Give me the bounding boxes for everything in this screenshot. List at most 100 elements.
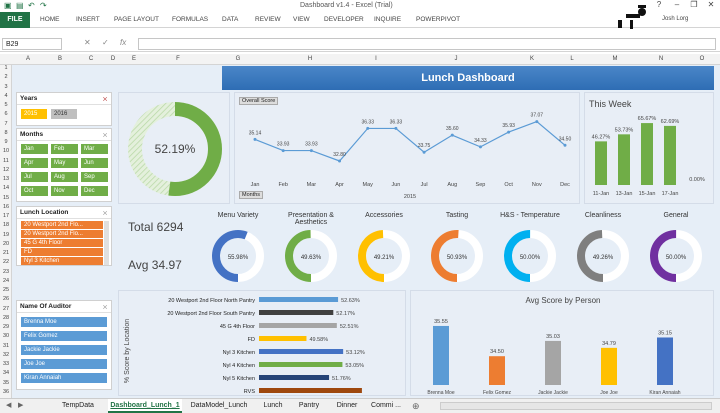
name-box[interactable]: B29 — [2, 38, 62, 50]
sheet-tab[interactable]: TempData — [62, 402, 94, 409]
row-header[interactable]: 7 — [4, 120, 8, 127]
slicer-item[interactable]: Oct — [21, 186, 48, 196]
column-header[interactable]: M — [612, 56, 618, 62]
redo-icon[interactable]: ↷ — [40, 1, 47, 10]
row-header[interactable]: 10 — [2, 148, 10, 155]
slicer-item[interactable]: Aug — [51, 172, 78, 182]
save-icon[interactable]: ▤ — [16, 1, 24, 10]
tab-home[interactable]: HOME — [40, 16, 60, 23]
row-header[interactable]: 17 — [2, 213, 10, 219]
add-sheet-icon[interactable]: ⊕ — [412, 401, 420, 411]
column-header[interactable]: G — [235, 56, 241, 62]
row-header[interactable]: 32 — [2, 351, 10, 358]
clear-filter-icon[interactable]: ⨯ — [102, 210, 108, 217]
column-header[interactable]: B — [57, 56, 62, 62]
clear-filter-icon[interactable]: ⨯ — [102, 304, 108, 311]
row-header[interactable]: 36 — [2, 388, 10, 395]
formula-input[interactable] — [138, 38, 716, 50]
column-header[interactable]: D — [110, 56, 116, 62]
row-header[interactable]: 23 — [2, 268, 10, 275]
row-header[interactable]: 27 — [2, 305, 10, 312]
horizontal-scrollbar[interactable] — [440, 402, 712, 410]
slicer-item[interactable]: Apr — [21, 158, 48, 168]
tab-developer[interactable]: DEVELOPER — [324, 16, 364, 23]
column-header[interactable]: F — [176, 56, 180, 62]
slicer-item[interactable]: 20 Westport 2nd Flo... — [21, 230, 103, 238]
minimize-button[interactable]: – — [674, 0, 680, 9]
row-header[interactable]: 14 — [2, 185, 10, 192]
slicer-item[interactable]: Nyl 3 Kitchen — [21, 257, 103, 265]
row-header[interactable]: 31 — [2, 342, 10, 349]
row-header[interactable]: 1 — [4, 65, 8, 71]
clear-filter-icon[interactable]: ⨯ — [102, 96, 108, 103]
tab-inquire[interactable]: INQUIRE — [374, 16, 402, 23]
row-header[interactable]: 28 — [2, 314, 10, 321]
sheet-tab[interactable]: DataModel_Lunch — [190, 402, 248, 409]
slicer-item[interactable]: Dec — [81, 186, 108, 196]
slicer-item[interactable]: 2016 — [51, 109, 77, 119]
column-header[interactable]: O — [699, 56, 705, 62]
row-header[interactable]: 25 — [2, 287, 10, 293]
tab-data[interactable]: DATA — [222, 16, 239, 23]
row-header[interactable]: 9 — [4, 139, 8, 145]
next-sheet-icon[interactable]: ▶ — [18, 402, 24, 409]
slicer-item[interactable]: Jan — [21, 144, 48, 154]
function-icon[interactable]: fx — [120, 38, 127, 47]
row-header[interactable]: 30 — [2, 333, 10, 340]
slicer-item[interactable]: Kiran Annaiah — [21, 373, 107, 383]
row-header[interactable]: 21 — [2, 250, 10, 256]
slicer-item[interactable]: Nov — [51, 186, 78, 196]
slicer-item[interactable]: Joe Joe — [21, 359, 107, 369]
slicer-item[interactable]: 20 Westport 2nd Flo... — [21, 221, 103, 229]
row-header[interactable]: 22 — [2, 259, 10, 266]
sheet-tab[interactable]: Dinner — [336, 402, 358, 409]
file-tab[interactable]: FILE — [0, 12, 30, 28]
row-header[interactable]: 34 — [2, 370, 10, 377]
scrollbar[interactable] — [104, 221, 109, 265]
overall-score-button[interactable]: Overall Score — [239, 97, 279, 105]
restore-button[interactable]: ❐ — [690, 0, 698, 9]
slicer-item[interactable]: May — [51, 158, 78, 168]
row-header[interactable]: 16 — [2, 203, 10, 210]
row-header[interactable]: 5 — [4, 102, 8, 108]
help-button[interactable]: ? — [656, 0, 662, 9]
row-header[interactable]: 8 — [4, 129, 8, 136]
user-name[interactable]: Josh Lorg — [662, 16, 689, 22]
prev-sheet-icon[interactable]: ◀ — [6, 402, 12, 409]
enter-icon[interactable]: ✓ — [102, 38, 109, 47]
tab-powerpivot[interactable]: POWERPIVOT — [416, 16, 461, 23]
row-header[interactable]: 2 — [4, 74, 8, 81]
tab-view[interactable]: VIEW — [293, 16, 310, 23]
clear-filter-icon[interactable]: ⨯ — [102, 132, 108, 139]
row-header[interactable]: 18 — [2, 222, 10, 229]
column-header[interactable]: H — [307, 56, 313, 62]
row-header[interactable]: 11 — [3, 157, 9, 164]
tab-page-layout[interactable]: PAGE LAYOUT — [114, 16, 159, 23]
row-header[interactable]: 35 — [2, 379, 10, 386]
column-header[interactable]: I — [375, 56, 377, 62]
row-header[interactable]: 15 — [2, 194, 10, 201]
row-header[interactable]: 26 — [2, 296, 10, 303]
tab-insert[interactable]: INSERT — [76, 16, 100, 23]
slicer-item[interactable]: Jun — [81, 158, 108, 168]
slicer-item[interactable]: 2015 — [21, 109, 47, 119]
row-header[interactable]: 20 — [2, 240, 10, 247]
row-header[interactable]: 3 — [4, 83, 8, 90]
sheet-tab[interactable]: Commi ... — [371, 402, 401, 409]
slicer-item[interactable]: Brenna Moe — [21, 317, 107, 327]
slicer-item[interactable]: 45 G 4th Floor — [21, 239, 103, 247]
tab-formulas[interactable]: FORMULAS — [172, 16, 209, 23]
row-header[interactable]: 4 — [4, 92, 8, 99]
slicer-item[interactable]: Felix Gomez — [21, 331, 107, 341]
column-header[interactable]: C — [88, 56, 94, 62]
undo-icon[interactable]: ↶ — [28, 1, 35, 10]
column-header[interactable]: K — [529, 56, 534, 62]
column-header[interactable]: A — [25, 56, 30, 62]
column-header[interactable]: J — [454, 56, 458, 62]
row-header[interactable]: 19 — [2, 231, 10, 238]
row-header[interactable]: 6 — [4, 111, 8, 118]
slicer-item[interactable]: Jul — [21, 172, 48, 182]
column-header[interactable]: E — [131, 56, 136, 62]
row-header[interactable]: 13 — [2, 176, 10, 182]
column-header[interactable]: N — [658, 56, 664, 62]
